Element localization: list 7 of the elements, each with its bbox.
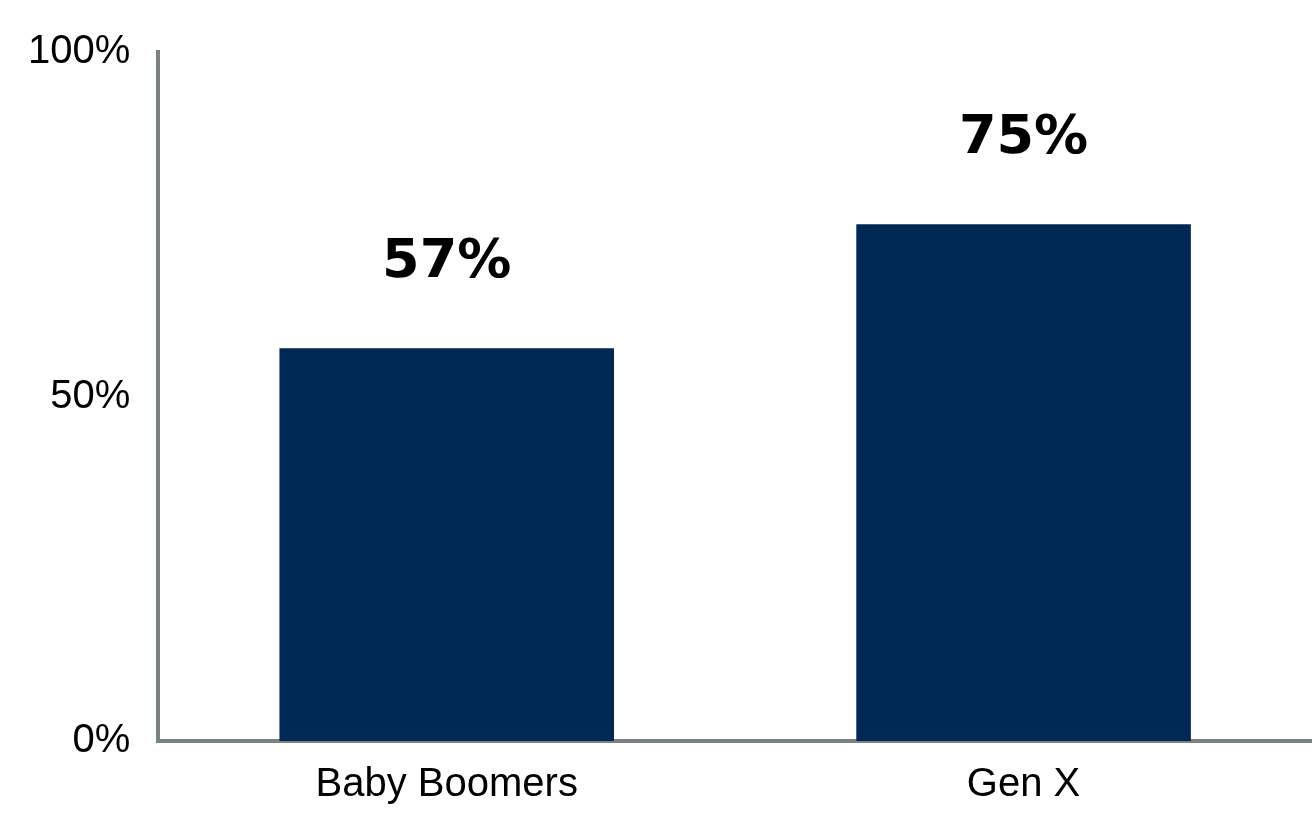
y-tick-label: 50% [50,371,131,416]
data-label: 75% [958,103,1089,167]
data-label: 57% [382,227,512,291]
y-tick-label: 0% [72,716,131,761]
x-tick-label: Baby Boomers [315,760,578,805]
y-tick-label: 100% [27,27,131,72]
x-tick-label: Gen X [966,760,1081,805]
